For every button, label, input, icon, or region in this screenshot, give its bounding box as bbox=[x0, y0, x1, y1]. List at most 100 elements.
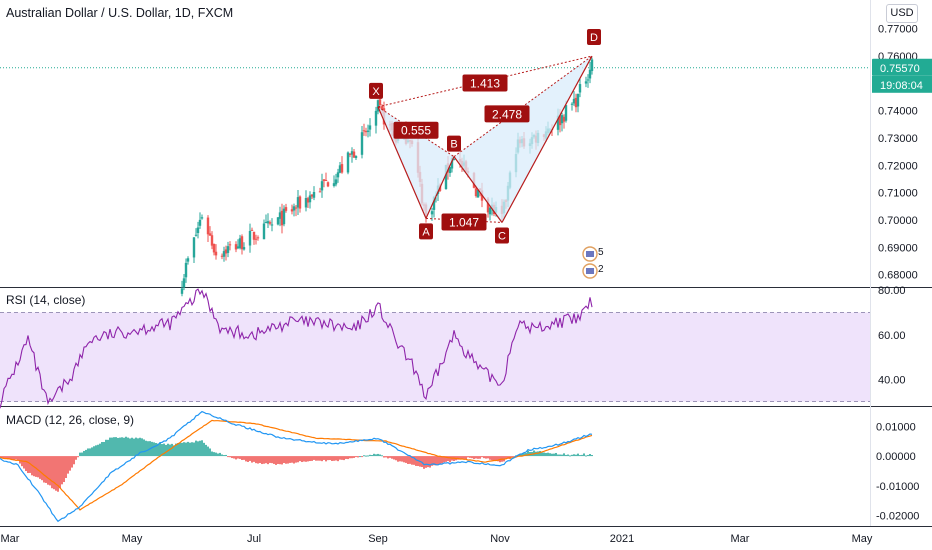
currency-button[interactable]: USD bbox=[886, 4, 918, 23]
macd-histogram-bar bbox=[551, 453, 553, 457]
macd-histogram-bar bbox=[95, 445, 97, 457]
macd-histogram-bar bbox=[291, 456, 293, 463]
pattern-leg bbox=[501, 55, 593, 223]
macd-histogram-bar bbox=[293, 456, 295, 464]
macd-histogram-bar bbox=[201, 440, 203, 457]
event-marker-count: 2 bbox=[598, 264, 604, 275]
macd-histogram-bar bbox=[289, 456, 291, 463]
macd-histogram-bar bbox=[163, 443, 165, 457]
pattern-point-b bbox=[447, 135, 461, 152]
macd-histogram-bar bbox=[245, 456, 247, 462]
macd-histogram-bar bbox=[315, 456, 317, 461]
candle-body bbox=[322, 179, 326, 181]
macd-histogram-bar bbox=[399, 456, 401, 462]
macd-histogram-bar bbox=[65, 456, 67, 478]
macd-histogram-bar bbox=[141, 438, 143, 457]
macd-indicator-title[interactable]: MACD (12, 26, close, 9) bbox=[6, 413, 135, 427]
macd-histogram-bar bbox=[567, 454, 569, 457]
rsi-indicator-title[interactable]: RSI (14, close) bbox=[6, 293, 86, 307]
candle-body bbox=[564, 105, 568, 121]
pattern-ratio-badge bbox=[441, 213, 487, 231]
pattern-bcd-fill bbox=[454, 56, 592, 223]
macd-histogram-bar bbox=[273, 456, 275, 464]
macd-histogram-bar bbox=[329, 456, 331, 461]
macd-histogram-bar bbox=[339, 456, 341, 460]
macd-histogram-bar bbox=[513, 456, 515, 458]
macd-histogram-bar bbox=[401, 456, 403, 462]
macd-histogram-bar bbox=[119, 437, 121, 457]
macd-histogram-bar bbox=[475, 456, 477, 459]
macd-histogram-bar bbox=[547, 452, 549, 457]
macd-histogram-bar bbox=[565, 454, 567, 457]
macd-histogram-bar bbox=[347, 456, 349, 460]
macd-histogram-bar bbox=[379, 454, 381, 457]
macd-histogram-bar bbox=[317, 456, 319, 461]
macd-histogram-bar bbox=[589, 454, 591, 457]
macd-histogram-bar bbox=[147, 441, 149, 457]
macd-histogram-bar bbox=[259, 456, 261, 464]
macd-histogram-bar bbox=[387, 456, 389, 459]
macd-histogram-bar bbox=[255, 456, 257, 464]
macd-histogram-bar bbox=[153, 442, 155, 457]
macd-histogram-bar bbox=[123, 437, 125, 457]
macd-histogram-bar bbox=[131, 437, 133, 457]
candle-body bbox=[182, 278, 186, 288]
candles-group bbox=[180, 57, 594, 297]
price-tick-label: 0.72000 bbox=[878, 160, 918, 172]
price-tick-label: 0.70000 bbox=[878, 215, 918, 227]
macd-histogram-bar bbox=[427, 456, 429, 468]
macd-histogram-bar bbox=[181, 442, 183, 457]
candle-body bbox=[360, 132, 364, 155]
macd-histogram-bar bbox=[3, 456, 5, 459]
macd-histogram-bar bbox=[377, 453, 379, 457]
macd-histogram-bar bbox=[583, 453, 585, 457]
pattern-ratio-badge bbox=[393, 121, 439, 139]
macd-histogram-bar bbox=[481, 456, 483, 458]
macd-histogram-bar bbox=[47, 456, 49, 485]
flag-icon bbox=[586, 268, 594, 274]
candle-body bbox=[224, 249, 228, 254]
macd-histogram-bar bbox=[79, 452, 81, 457]
macd-histogram-bar bbox=[445, 456, 447, 462]
macd-histogram-bar bbox=[301, 456, 303, 463]
candle-body bbox=[560, 115, 564, 124]
macd-histogram-bar bbox=[271, 456, 273, 464]
pattern-point-c bbox=[495, 227, 509, 244]
macd-histogram-bar bbox=[461, 456, 463, 459]
macd-tick-label: 0.00000 bbox=[876, 451, 916, 463]
macd-histogram-bar bbox=[545, 452, 547, 457]
candle-body bbox=[318, 191, 322, 193]
macd-histogram-bar bbox=[249, 456, 251, 461]
macd-histogram-bar bbox=[25, 456, 27, 472]
macd-histogram-bar bbox=[349, 456, 351, 459]
candle-body bbox=[252, 231, 256, 240]
macd-histogram-bar bbox=[261, 456, 263, 465]
pattern-ratio-label: 1.047 bbox=[449, 215, 479, 229]
pattern-point-a bbox=[419, 223, 433, 240]
macd-histogram-bar bbox=[203, 442, 205, 457]
macd-histogram-bar bbox=[137, 438, 139, 457]
macd-histogram-bar bbox=[295, 456, 297, 463]
macd-histogram-bar bbox=[41, 456, 43, 481]
macd-histogram-bar bbox=[355, 456, 357, 458]
macd-histogram-bar bbox=[543, 452, 545, 457]
macd-histogram-bar bbox=[563, 453, 565, 457]
price-tick-label: 0.69000 bbox=[878, 242, 918, 254]
candle-body bbox=[226, 246, 230, 253]
candle-body bbox=[432, 196, 436, 210]
candle-body bbox=[556, 115, 560, 130]
pattern-point-label: X bbox=[372, 86, 380, 98]
candle-body bbox=[266, 221, 270, 224]
macd-histogram-bar bbox=[483, 456, 485, 459]
macd-histogram-bar bbox=[109, 437, 111, 457]
macd-histogram-bar bbox=[223, 455, 225, 457]
candle-body bbox=[448, 167, 452, 174]
macd-histogram-bar bbox=[575, 454, 577, 457]
macd-histogram-bar bbox=[39, 456, 41, 479]
macd-histogram-bar bbox=[407, 456, 409, 464]
time-tick-label: Sep bbox=[368, 533, 388, 545]
candle-body bbox=[334, 179, 338, 185]
macd-histogram-bar bbox=[9, 456, 11, 460]
candle-body bbox=[210, 235, 214, 246]
